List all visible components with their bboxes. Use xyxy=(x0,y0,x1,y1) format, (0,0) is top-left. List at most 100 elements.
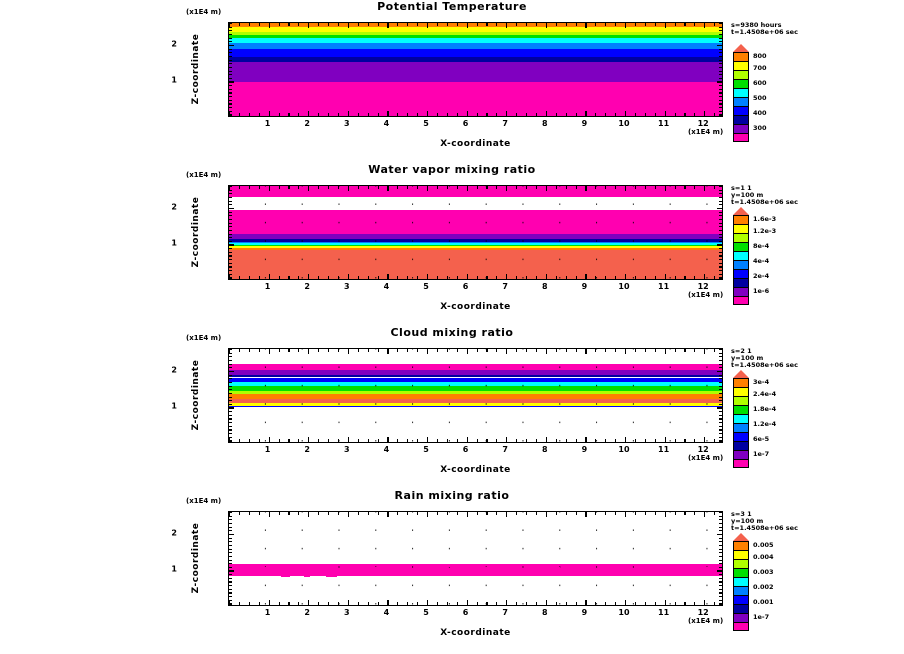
colorbar-cell xyxy=(733,215,749,224)
y-tick-label: 1 xyxy=(171,402,177,411)
contour-bands xyxy=(229,186,722,279)
colorbar-tick-label: 800 xyxy=(753,52,767,61)
x-tick-label: 8 xyxy=(542,119,548,128)
x-tick-label: 11 xyxy=(658,119,669,128)
contour-band xyxy=(229,250,722,280)
y-axis-unit: (x1E4 m) xyxy=(186,171,221,179)
colorbar-tick-label: 1.2e-4 xyxy=(753,417,776,432)
x-tick-label: 10 xyxy=(618,608,629,617)
y-axis-title: Z-coordinate xyxy=(191,360,201,431)
x-tick-label: 2 xyxy=(304,608,310,617)
colorbar-cell xyxy=(733,79,749,88)
colorbar-tick-labels: 3e-4 2.4e-4 1.8e-4 1.2e-4 6e-5 1e-7 xyxy=(753,378,776,462)
colorbar-cell xyxy=(733,233,749,242)
y-axis-unit: (x1E4 m) xyxy=(186,334,221,342)
colorbar-cell xyxy=(733,441,749,450)
colorbar-cell xyxy=(733,595,749,604)
x-tick-label: 7 xyxy=(502,608,508,617)
colorbar: s=9380 hours t=1.4508e+06 sec 800 700 600 50… xyxy=(731,22,901,142)
colorbar-tick-label: 0.001 xyxy=(753,595,774,610)
x-tick-label: 8 xyxy=(542,608,548,617)
x-tick-label: 9 xyxy=(582,282,588,291)
colorbar-cell xyxy=(733,224,749,233)
x-tick-label: 9 xyxy=(582,445,588,454)
colorbar-tick-label: 6e-5 xyxy=(753,432,776,447)
colorbar-cell xyxy=(733,61,749,70)
y-tick-label: 1 xyxy=(171,76,177,85)
colorbar-arrow-icon xyxy=(733,44,749,52)
x-tick-label: 7 xyxy=(502,282,508,291)
colorbar-cell xyxy=(733,52,749,61)
x-tick-label: 11 xyxy=(658,282,669,291)
x-tick-label: 1 xyxy=(265,445,271,454)
colorbar: s=1 1 y=100 m t=1.4508e+06 sec 1.6e-3 1.2e… xyxy=(731,185,901,305)
x-tick-label: 1 xyxy=(265,282,271,291)
colorbar-cell xyxy=(733,133,749,142)
contour-band xyxy=(229,82,722,117)
plot-area xyxy=(228,185,723,280)
x-tick-label: 9 xyxy=(582,119,588,128)
colorbar-cell xyxy=(733,242,749,251)
plot-area xyxy=(228,348,723,443)
colorbar-tick-labels: 800 700 600 500 400 300 xyxy=(753,52,767,136)
y-axis-unit: (x1E4 m) xyxy=(186,8,221,16)
contour-band xyxy=(229,186,722,197)
x-tick-label: 2 xyxy=(304,119,310,128)
colorbar-tick-label: 1.2e-3 xyxy=(753,224,776,239)
y-tick-label: 2 xyxy=(171,202,177,211)
contour-bands xyxy=(229,349,722,442)
colorbar-arrow-icon xyxy=(733,533,749,541)
x-tick-label: 6 xyxy=(463,445,469,454)
colorbar-cell xyxy=(733,577,749,586)
x-tick-label: 8 xyxy=(542,445,548,454)
x-tick-label: 6 xyxy=(463,608,469,617)
colorbar-tick-label: 2e-4 xyxy=(753,269,776,284)
colorbar-cell xyxy=(733,568,749,577)
x-tick-label: 5 xyxy=(423,282,429,291)
x-tick-label: 5 xyxy=(423,445,429,454)
x-tick-label: 6 xyxy=(463,119,469,128)
colorbar-cell xyxy=(733,604,749,613)
colorbar-cell xyxy=(733,287,749,296)
x-tick-label: 1 xyxy=(265,119,271,128)
x-tick-label: 3 xyxy=(344,445,350,454)
colorbar-swatches xyxy=(733,207,749,305)
x-axis-unit: (x1E4 m) xyxy=(688,454,723,462)
colorbar-cell xyxy=(733,115,749,124)
x-tick-label: 4 xyxy=(384,119,390,128)
colorbar-cell xyxy=(733,387,749,396)
y-axis-unit: (x1E4 m) xyxy=(186,497,221,505)
contour-band xyxy=(229,364,722,371)
x-tick-label: 11 xyxy=(658,608,669,617)
colorbar-cell xyxy=(733,541,749,550)
colorbar-tick-label: 8e-4 xyxy=(753,239,776,254)
x-tick-label: 3 xyxy=(344,282,350,291)
y-tick-label: 2 xyxy=(171,39,177,48)
plot-area xyxy=(228,22,723,117)
x-tick-label: 4 xyxy=(384,282,390,291)
colorbar-tick-label: 1.8e-4 xyxy=(753,402,776,417)
colorbar-cell xyxy=(733,378,749,387)
colorbar-tick-label: 1e-7 xyxy=(753,610,774,625)
x-tick-label: 5 xyxy=(423,608,429,617)
colorbar-tick-label: 1.6e-3 xyxy=(753,215,776,224)
colorbar-annotation: s=9380 hours t=1.4508e+06 sec xyxy=(731,22,798,36)
x-tick-label: 9 xyxy=(582,608,588,617)
x-axis-unit: (x1E4 m) xyxy=(688,128,723,136)
x-tick-label: 8 xyxy=(542,282,548,291)
y-axis-title: Z-coordinate xyxy=(191,523,201,594)
colorbar-cell xyxy=(733,296,749,305)
colorbar-cell xyxy=(733,278,749,287)
contour-band xyxy=(229,210,722,234)
colorbar-cell xyxy=(733,124,749,133)
x-tick-label: 10 xyxy=(618,445,629,454)
colorbar-tick-labels: 0.005 0.004 0.003 0.002 0.001 1e-7 xyxy=(753,541,774,625)
colorbar-cell xyxy=(733,251,749,260)
colorbar-cell xyxy=(733,423,749,432)
panel-title: Cloud mixing ratio xyxy=(0,326,904,339)
panel-2: Water vapor mixing ratio (x1E4 m) 1 2 3 4 5 6 7 8… xyxy=(0,163,904,326)
colorbar-cell xyxy=(733,622,749,631)
colorbar-arrow-icon xyxy=(733,370,749,378)
x-axis-unit: (x1E4 m) xyxy=(688,617,723,625)
x-axis-title: X-coordinate xyxy=(228,302,723,312)
